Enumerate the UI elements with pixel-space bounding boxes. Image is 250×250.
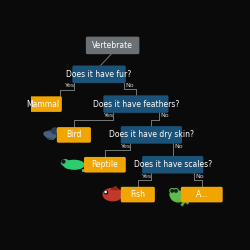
Text: Yes: Yes [65,84,75,88]
Text: No: No [196,174,204,179]
Ellipse shape [64,160,84,169]
Text: No: No [126,84,134,88]
Text: Reptile: Reptile [92,160,118,169]
Text: Does it have feathers?: Does it have feathers? [93,100,179,108]
FancyBboxPatch shape [86,37,139,54]
FancyBboxPatch shape [121,126,182,144]
FancyBboxPatch shape [57,127,91,143]
Text: Does it have fur?: Does it have fur? [66,70,132,79]
Circle shape [175,190,177,192]
FancyBboxPatch shape [142,156,203,174]
Text: A...: A... [196,190,208,199]
Text: Fish: Fish [130,190,145,199]
FancyBboxPatch shape [103,95,168,113]
Text: Yes: Yes [104,113,114,118]
Text: No: No [174,144,183,149]
Ellipse shape [62,160,69,166]
Text: Does it have dry skin?: Does it have dry skin? [109,130,194,140]
Text: Vertebrate: Vertebrate [92,41,133,50]
Text: Bird: Bird [66,130,82,140]
Circle shape [105,191,108,194]
Text: Mammal: Mammal [26,100,60,108]
FancyBboxPatch shape [24,96,62,112]
Ellipse shape [170,191,178,198]
FancyBboxPatch shape [181,187,223,202]
Ellipse shape [48,132,55,139]
Circle shape [174,189,178,193]
Ellipse shape [171,191,186,202]
Circle shape [170,189,174,193]
Ellipse shape [46,130,55,139]
Ellipse shape [44,132,56,138]
Circle shape [52,128,58,134]
Text: Yes: Yes [142,174,152,179]
Polygon shape [111,187,118,190]
Ellipse shape [103,188,122,201]
FancyBboxPatch shape [121,187,155,202]
Text: Does it have scales?: Does it have scales? [134,160,212,169]
Circle shape [171,190,173,192]
FancyBboxPatch shape [84,157,126,172]
Text: Yes: Yes [121,144,131,149]
FancyBboxPatch shape [72,66,126,83]
Polygon shape [58,130,59,132]
Text: No: No [160,113,169,118]
Circle shape [62,160,65,163]
Polygon shape [120,188,127,201]
